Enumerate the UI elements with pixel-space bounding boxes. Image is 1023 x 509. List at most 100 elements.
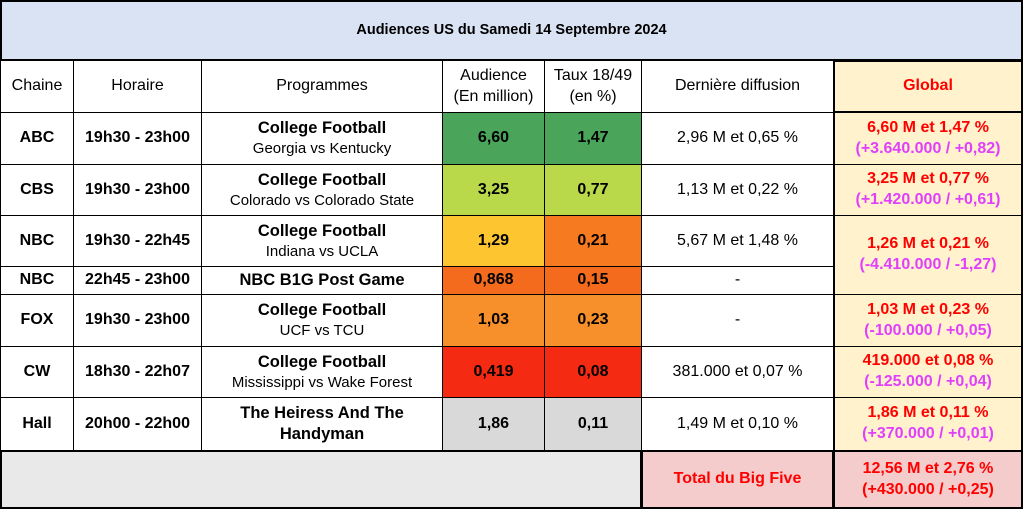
derniere-value: 381.000 et 0,07 % — [672, 362, 803, 380]
chaine-text: FOX — [20, 311, 54, 329]
horaire-text: 19h30 - 22h45 — [85, 231, 190, 249]
header-audience-line1: Audience — [460, 66, 527, 84]
derniere-value: 2,96 M et 0,65 % — [677, 129, 798, 147]
taux-cell: 0,15 — [544, 266, 642, 295]
audience-cell: 0,419 — [442, 346, 545, 398]
taux-value: 0,77 — [577, 180, 609, 198]
audience-value: 0,419 — [473, 362, 514, 380]
taux-cell: 0,23 — [544, 294, 642, 347]
chaine-text: Hall — [22, 414, 52, 432]
horaire-text: 19h30 - 23h00 — [85, 311, 190, 329]
taux-value: 0,23 — [577, 311, 609, 329]
footer-blank — [0, 450, 642, 509]
taux-value: 0,15 — [577, 271, 609, 289]
chaine-text: NBC — [19, 271, 55, 289]
audience-value: 3,25 — [477, 180, 510, 198]
programme-title: College Football — [257, 301, 387, 320]
row-horaire: 18h30 - 22h07 — [73, 346, 202, 398]
header-horaire-label: Horaire — [111, 77, 164, 95]
taux-value: 1,47 — [577, 129, 609, 147]
row-programme: NBC B1G Post Game — [201, 266, 443, 295]
global-main: 1,86 M et 0,11 % — [867, 404, 989, 422]
row-horaire: 19h30 - 23h00 — [73, 112, 202, 165]
programme-title: College Football — [257, 352, 387, 371]
header-chaine: Chaine — [0, 60, 74, 113]
header-programmes-label: Programmes — [276, 77, 368, 95]
audience-cell: 0,868 — [442, 266, 545, 295]
table-title-text: Audiences US du Samedi 14 Septembre 2024 — [356, 22, 667, 39]
derniere-cell: 1,13 M et 0,22 % — [641, 164, 834, 216]
horaire-text: 20h00 - 22h00 — [85, 414, 190, 432]
programme-subtitle: Georgia vs Kentucky — [252, 140, 392, 158]
taux-value: 0,11 — [577, 414, 609, 432]
global-cell: 6,60 M et 1,47 % (+3.640.000 / +0,82) — [833, 112, 1023, 165]
taux-value: 0,08 — [577, 362, 609, 380]
row-programme: College Football UCF vs TCU — [201, 294, 443, 347]
programme-subtitle: Mississippi vs Wake Forest — [231, 373, 413, 391]
taux-value: 0,21 — [577, 231, 609, 249]
programme-subtitle: UCF vs TCU — [279, 322, 365, 340]
audience-value: 1,03 — [477, 311, 510, 329]
audience-value: 0,868 — [473, 271, 514, 289]
audience-cell: 1,29 — [442, 215, 545, 267]
row-horaire: 20h00 - 22h00 — [73, 397, 202, 451]
global-main: 419.000 et 0,08 % — [862, 352, 994, 370]
taux-cell: 1,47 — [544, 112, 642, 165]
row-programme: College Football Colorado vs Colorado St… — [201, 164, 443, 216]
row-horaire: 19h30 - 23h00 — [73, 164, 202, 216]
audience-value: 1,86 — [477, 414, 510, 432]
header-derniere-label: Dernière diffusion — [674, 77, 801, 95]
row-programme: College Football Indiana vs UCLA — [201, 215, 443, 267]
taux-cell: 0,11 — [544, 397, 642, 451]
header-horaire: Horaire — [73, 60, 202, 113]
header-taux: Taux 18/49 (en %) — [544, 60, 642, 113]
audience-cell: 6,60 — [442, 112, 545, 165]
chaine-text: CW — [23, 362, 51, 380]
derniere-value: 1,49 M et 0,10 % — [677, 414, 798, 432]
row-programme: The Heiress And The Handyman — [201, 397, 443, 451]
horaire-text: 19h30 - 23h00 — [85, 129, 190, 147]
header-taux-line1: Taux 18/49 — [553, 66, 633, 84]
global-delta: (-125.000 / +0,04) — [864, 373, 992, 390]
derniere-value: - — [734, 271, 741, 289]
derniere-value: - — [734, 311, 741, 329]
global-cell: 1,03 M et 0,23 % (-100.000 / +0,05) — [833, 294, 1023, 347]
row-chaine: FOX — [0, 294, 74, 347]
global-cell: 419.000 et 0,08 % (-125.000 / +0,04) — [833, 346, 1023, 398]
header-global-label: Global — [903, 77, 953, 95]
programme-title: College Football — [257, 119, 387, 138]
global-cell: 1,86 M et 0,11 % (+370.000 / +0,01) — [833, 397, 1023, 451]
derniere-cell: - — [641, 294, 834, 347]
global-cell: 3,25 M et 0,77 % (+1.420.000 / +0,61) — [833, 164, 1023, 216]
big-five-total-cell: 12,56 M et 2,76 % (+430.000 / +0,25) — [833, 450, 1023, 509]
row-chaine: NBC — [0, 266, 74, 295]
big-five-label-cell: Total du Big Five — [641, 450, 834, 509]
derniere-cell: - — [641, 266, 834, 295]
audience-value: 6,60 — [477, 129, 510, 147]
chaine-text: NBC — [19, 231, 55, 249]
programme-subtitle: Colorado vs Colorado State — [229, 191, 415, 209]
header-taux-line2: (en %) — [569, 87, 617, 105]
derniere-cell: 381.000 et 0,07 % — [641, 346, 834, 398]
programme-title: College Football — [257, 221, 387, 240]
chaine-text: CBS — [20, 180, 54, 198]
derniere-cell: 1,49 M et 0,10 % — [641, 397, 834, 451]
row-chaine: CBS — [0, 164, 74, 216]
horaire-text: 22h45 - 23h00 — [85, 271, 190, 289]
row-horaire: 19h30 - 23h00 — [73, 294, 202, 347]
global-main: 6,60 M et 1,47 % — [867, 118, 989, 136]
row-chaine: ABC — [0, 112, 74, 165]
derniere-value: 1,13 M et 0,22 % — [677, 180, 798, 198]
derniere-cell: 5,67 M et 1,48 % — [641, 215, 834, 267]
big-five-delta: (+430.000 / +0,25) — [862, 480, 994, 498]
big-five-total: 12,56 M et 2,76 % — [862, 459, 994, 477]
global-cell: 1,26 M et 0,21 % (-4.410.000 / -1,27) — [833, 215, 1023, 295]
taux-cell: 0,08 — [544, 346, 642, 398]
global-delta: (+3.640.000 / +0,82) — [855, 139, 1001, 157]
row-chaine: NBC — [0, 215, 74, 267]
global-delta: (+370.000 / +0,01) — [862, 425, 994, 442]
global-delta: (-100.000 / +0,05) — [864, 321, 992, 339]
global-main: 1,03 M et 0,23 % — [867, 300, 989, 318]
derniere-value: 5,67 M et 1,48 % — [677, 231, 798, 249]
